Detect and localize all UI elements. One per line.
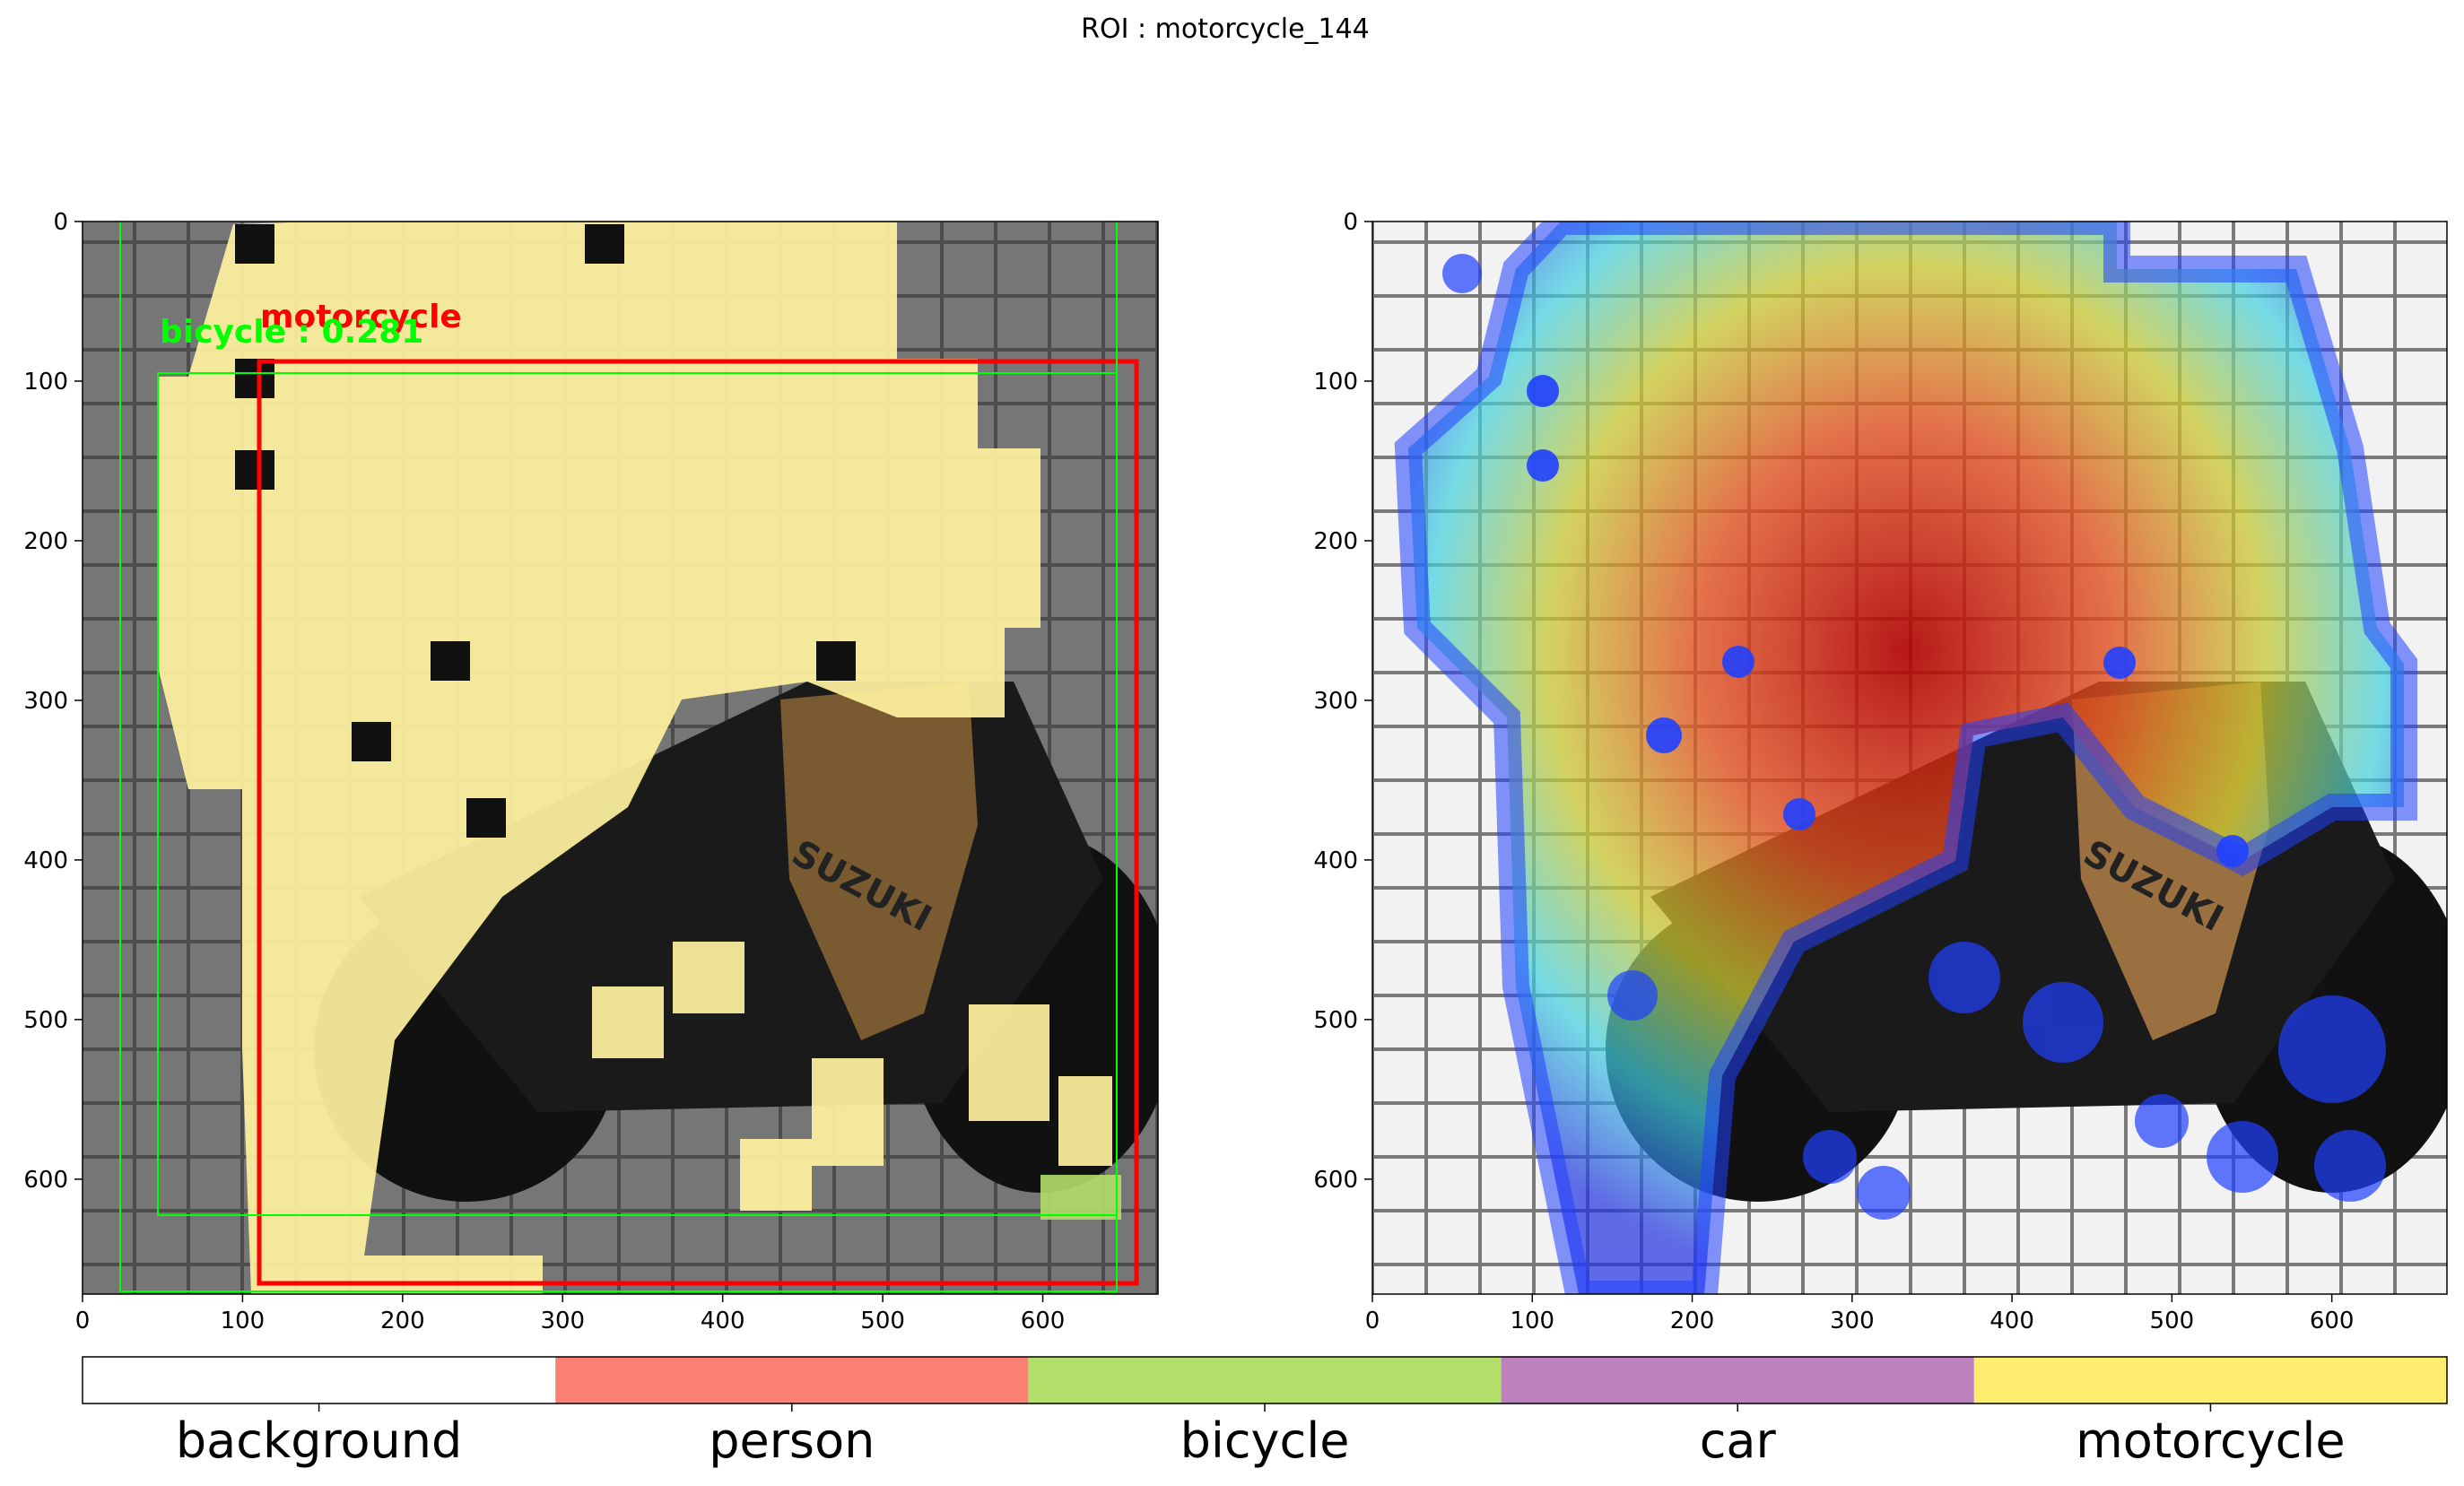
category-colorbar: background person bicycle car motorcycle bbox=[82, 1356, 2448, 1469]
right-ytick-label: 600 bbox=[1313, 1167, 1358, 1194]
right-ytick-label: 100 bbox=[1313, 369, 1358, 395]
left-ytick-label: 300 bbox=[23, 688, 68, 715]
colorbar-label-motorcycle: motorcycle bbox=[2076, 1412, 2345, 1469]
colorbar-segment-person bbox=[555, 1357, 1029, 1403]
right-ytick-label: 300 bbox=[1313, 688, 1358, 715]
colorbar-label-person: person bbox=[709, 1412, 875, 1469]
motorcycle-box bbox=[257, 359, 1139, 1286]
colorbar-label-bicycle: bicycle bbox=[1180, 1412, 1350, 1469]
left-xtick-label: 300 bbox=[540, 1308, 585, 1334]
left-panel: SUZUKI motorcycle bbox=[83, 222, 1158, 1294]
left-xtick-label: 600 bbox=[1021, 1308, 1066, 1334]
left-xtick-label: 0 bbox=[75, 1308, 91, 1334]
left-segmentation-mask bbox=[157, 222, 1112, 1294]
colorbar-label-car: car bbox=[1700, 1412, 1777, 1469]
right-xtick-label: 400 bbox=[1989, 1308, 2034, 1334]
right-xtick-label: 0 bbox=[1365, 1308, 1380, 1334]
right-panel: SUZUKI bbox=[1372, 222, 2447, 1294]
colorbar-segment-bicycle bbox=[1028, 1357, 1502, 1403]
left-ytick-label: 200 bbox=[23, 528, 68, 555]
left-xtick-label: 200 bbox=[380, 1308, 425, 1334]
left-xtick-label: 100 bbox=[221, 1308, 266, 1334]
left-ytick-label: 500 bbox=[23, 1007, 68, 1034]
left-ytick-label: 600 bbox=[23, 1167, 68, 1194]
left-ytick-label: 400 bbox=[23, 847, 68, 874]
right-xtick-label: 100 bbox=[1510, 1308, 1554, 1334]
figure-title: ROI : motorcycle_144 bbox=[1081, 13, 1370, 45]
motorcycle-annotation: motorcycle bbox=[260, 299, 462, 335]
left-xtick-label: 400 bbox=[701, 1308, 745, 1334]
right-ytick-label: 500 bbox=[1313, 1007, 1358, 1034]
left-ytick-label: 0 bbox=[53, 209, 68, 236]
colorbar-segment-motorcycle bbox=[1973, 1357, 2447, 1403]
left-mask-holes bbox=[235, 224, 856, 838]
right-xtick-label: 500 bbox=[2150, 1308, 2195, 1334]
right-ytick-label: 400 bbox=[1313, 847, 1358, 874]
colorbar-segment-background bbox=[83, 1357, 556, 1403]
right-axes-frame bbox=[1371, 221, 2448, 1295]
left-xtick-label: 500 bbox=[860, 1308, 905, 1334]
colorbar-segment-car bbox=[1501, 1357, 1974, 1403]
left-ytick-label: 100 bbox=[23, 369, 68, 395]
bicycle-annotation: bicycle : 0.281 bbox=[160, 314, 423, 351]
right-ytick-label: 200 bbox=[1313, 528, 1358, 555]
bicycle-box-inner bbox=[157, 372, 1118, 1216]
right-xtick-label: 300 bbox=[1830, 1308, 1875, 1334]
heatmap-blobs bbox=[1442, 254, 2386, 1220]
right-xtick-label: 200 bbox=[1670, 1308, 1715, 1334]
left-axes-frame bbox=[82, 221, 1159, 1295]
right-ytick-label: 0 bbox=[1343, 209, 1358, 236]
right-xtick-label: 600 bbox=[2310, 1308, 2355, 1334]
left-fairing bbox=[780, 682, 978, 1040]
left-axes: 0 100 200 300 400 500 600 0 100 200 300 400 500 600 bbox=[23, 209, 1065, 1334]
right-axes: 0 100 200 300 400 500 600 0 100 200 300 400 500 600 bbox=[1313, 209, 2354, 1334]
attention-heatmap bbox=[1394, 222, 2417, 1294]
colorbar-label-background: background bbox=[176, 1412, 462, 1469]
colorbar-frame bbox=[82, 1356, 2448, 1404]
